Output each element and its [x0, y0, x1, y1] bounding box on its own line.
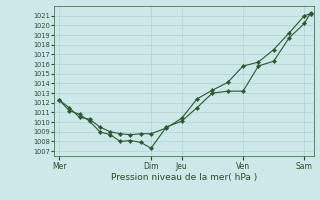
X-axis label: Pression niveau de la mer( hPa ): Pression niveau de la mer( hPa ) — [111, 173, 257, 182]
